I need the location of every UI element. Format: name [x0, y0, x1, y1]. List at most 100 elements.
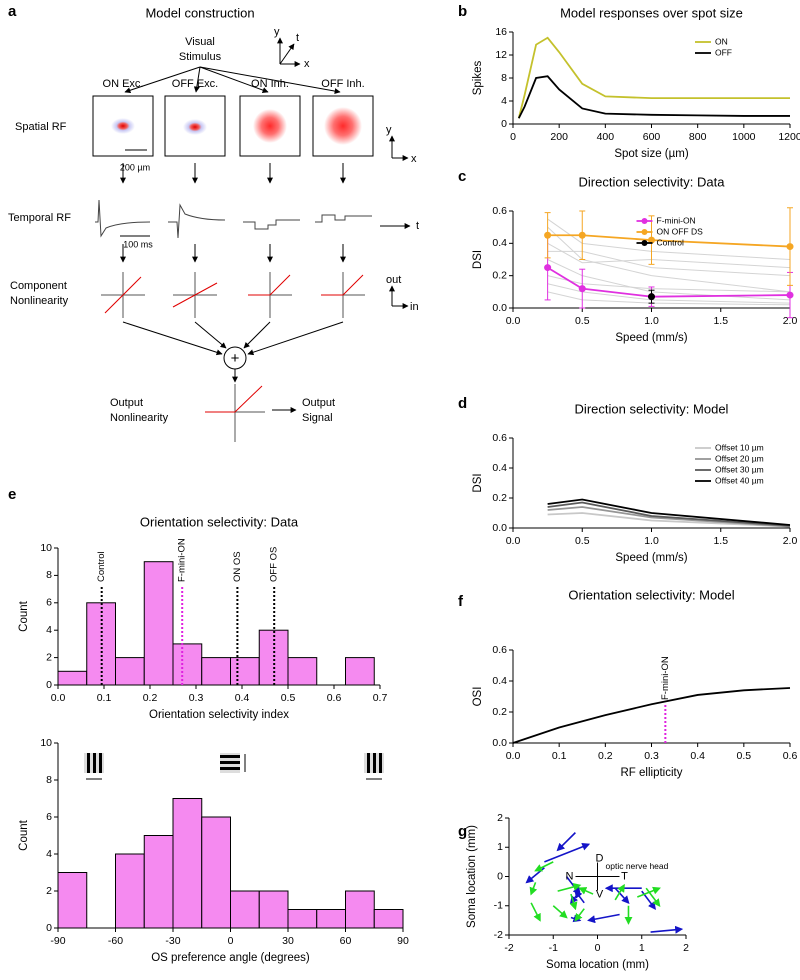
x-tick-label: 0.0	[51, 692, 66, 704]
histogram-bar	[287, 657, 318, 686]
x-tick-label: 1000	[732, 131, 756, 143]
output-label: Nonlinearity	[110, 412, 169, 424]
axis-letter: out	[386, 274, 401, 286]
column-label: ON Inh.	[251, 78, 289, 90]
y-tick-label: 8	[501, 72, 507, 84]
y-tick-label: 1	[497, 841, 503, 853]
marker	[578, 231, 586, 239]
y-tick-label: 0.4	[492, 675, 507, 687]
panel-letter: e	[8, 486, 16, 503]
y-tick-label: 4	[46, 848, 52, 860]
histogram-bar	[258, 890, 289, 929]
x-tick-label: 0.0	[506, 535, 521, 547]
x-tick-label: 0.3	[189, 692, 204, 704]
marker	[648, 293, 655, 301]
x-tick-label: 0	[510, 131, 516, 143]
axis-letter: t	[296, 32, 299, 44]
legend-label: ON OFF DS	[657, 226, 704, 236]
series-line	[547, 266, 791, 298]
cell-line	[547, 226, 791, 293]
sum-arrows	[122, 321, 344, 442]
y-tick-label: 12	[495, 49, 507, 61]
compass-label: V	[596, 888, 604, 900]
legend-label: Offset 30 µm	[715, 464, 764, 474]
direction-arrow	[530, 902, 541, 922]
chart-title: Orientation selectivity: Data	[140, 514, 299, 529]
y-tick-label: 10	[40, 542, 52, 554]
chart-title: Model responses over spot size	[560, 5, 743, 20]
cell-line	[547, 283, 791, 304]
x-tick-label: 0.7	[373, 692, 388, 704]
x-tick-label: 30	[282, 935, 294, 947]
x-tick-label: 1200	[778, 131, 800, 143]
histogram-bar	[201, 816, 231, 929]
legend-label: ON	[715, 36, 728, 46]
marker	[544, 231, 552, 239]
compass-label: D	[596, 852, 604, 864]
y-axis-label: Soma location (mm)	[466, 825, 478, 928]
y-tick-label: 4	[46, 624, 52, 636]
panel-letter: f	[458, 593, 464, 610]
diagram-title: Model construction	[145, 5, 254, 20]
series-line	[517, 75, 790, 119]
y-tick-label: 0.0	[492, 302, 507, 314]
x-tick-label: 400	[597, 131, 615, 143]
x-tick-label: 1.5	[713, 315, 728, 327]
direction-arrow	[556, 832, 576, 852]
x-tick-label: 0.1	[97, 692, 112, 704]
x-tick-label: 0.6	[327, 692, 342, 704]
histogram-bar	[57, 872, 88, 929]
y-tick-label: 16	[495, 26, 507, 38]
x-axis-label: Soma location (mm)	[546, 959, 649, 971]
histogram-bar	[230, 890, 260, 929]
y-tick-label: 0.0	[492, 737, 507, 749]
direction-arrow	[569, 893, 578, 911]
series-line	[547, 512, 791, 528]
direction-arrow	[578, 887, 594, 895]
direction-arrow	[650, 925, 684, 934]
histogram-bar	[345, 657, 375, 686]
y-tick-label: 4	[501, 95, 507, 107]
output-label: Output	[302, 397, 335, 409]
output-label: Signal	[302, 412, 333, 424]
histogram-bar	[143, 561, 174, 686]
x-tick-label: 0.4	[690, 750, 705, 762]
y-tick-label: 0.4	[492, 237, 507, 249]
series-line	[547, 498, 791, 526]
x-tick-label: -2	[504, 942, 513, 954]
cell-line	[547, 242, 791, 269]
x-tick-label: 0.0	[506, 750, 521, 762]
nonlinearities	[101, 272, 409, 318]
cell-line	[547, 250, 791, 277]
x-tick-label: 0.6	[783, 750, 798, 762]
series-line	[512, 687, 791, 744]
x-tick-label: 0	[228, 935, 234, 947]
y-tick-label: -1	[494, 900, 503, 912]
panel-letter: b	[458, 3, 467, 20]
legend-label: Control	[657, 237, 685, 247]
histogram-bar	[143, 835, 174, 929]
cell-line	[547, 275, 791, 293]
y-tick-label: 0.6	[492, 205, 507, 217]
x-tick-label: -1	[549, 942, 558, 954]
x-tick-label: 0.5	[575, 315, 590, 327]
x-tick-label: -90	[50, 935, 65, 947]
x-tick-label: 0.5	[281, 692, 296, 704]
marker	[578, 285, 586, 293]
chart-title: Orientation selectivity: Model	[568, 587, 734, 602]
legend-label: Offset 40 µm	[715, 475, 764, 485]
y-axis-label: Spikes	[472, 60, 484, 95]
compass-label: T	[621, 870, 628, 882]
y-tick-label: 8	[46, 569, 52, 581]
histogram-bar	[287, 909, 318, 929]
y-tick-label: 0	[501, 118, 507, 130]
y-axis-label: Count	[18, 600, 30, 631]
row-label: Nonlinearity	[10, 295, 69, 307]
x-tick-label: 0.0	[506, 315, 521, 327]
histogram-bar	[115, 853, 145, 929]
sum-sign: +	[231, 350, 240, 367]
x-tick-label: 0	[595, 942, 601, 954]
scale-label: 200 µm	[120, 162, 150, 172]
column-label: ON Exc.	[103, 78, 144, 90]
x-axis-label: Spot size (µm)	[614, 148, 689, 160]
